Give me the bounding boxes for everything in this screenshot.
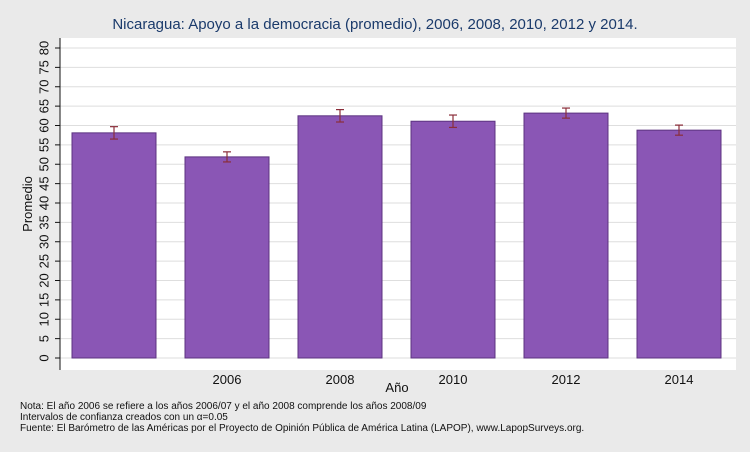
plot-area xyxy=(60,38,736,370)
grid-lines xyxy=(60,47,736,359)
chart-title: Nicaragua: Apoyo a la democracia (promed… xyxy=(112,16,637,33)
bar xyxy=(297,115,383,359)
y-tick-label: 50 xyxy=(37,157,52,171)
y-tick-label: 45 xyxy=(37,176,52,190)
y-tick-label: 60 xyxy=(37,118,52,132)
y-tick-label: 10 xyxy=(37,312,52,326)
x-axis-label: Año xyxy=(385,380,408,395)
y-tick-label: 25 xyxy=(37,254,52,268)
x-axis: 2006 2008 2010 2012 2014 xyxy=(213,372,694,387)
error-bar xyxy=(110,126,118,140)
error-bar xyxy=(562,107,570,119)
y-tick-label: 15 xyxy=(37,293,52,307)
x-tick-label: 2010 xyxy=(439,372,468,387)
y-tick-label: 40 xyxy=(37,196,52,210)
error-bars xyxy=(110,107,683,163)
note-line-2: Intervalos de confianza creados con un α… xyxy=(20,412,228,423)
x-tick-label: 2012 xyxy=(552,372,581,387)
error-bar xyxy=(336,109,344,123)
error-bar xyxy=(675,124,683,136)
bars xyxy=(71,112,722,359)
y-tick-label: 5 xyxy=(37,335,52,342)
x-tick-label: 2008 xyxy=(326,372,355,387)
bar xyxy=(71,132,157,359)
error-bar xyxy=(223,151,231,163)
x-tick-label: 2006 xyxy=(213,372,242,387)
y-tick-label: 55 xyxy=(37,138,52,152)
y-tick-label: 70 xyxy=(37,80,52,94)
y-tick-label: 65 xyxy=(37,99,52,113)
bar xyxy=(523,112,609,359)
y-tick-label: 35 xyxy=(37,215,52,229)
y-tick-label: 80 xyxy=(37,41,52,55)
y-tick-label: 0 xyxy=(37,354,52,361)
y-tick-label: 75 xyxy=(37,60,52,74)
x-tick-label: 2014 xyxy=(665,372,694,387)
error-bar xyxy=(449,114,457,129)
bar xyxy=(184,156,270,359)
y-tick-label: 20 xyxy=(37,273,52,287)
note-line-1: Nota: El año 2006 se refiere a los años … xyxy=(20,401,427,412)
bar xyxy=(410,120,496,359)
y-tick-label: 30 xyxy=(37,235,52,249)
y-axis-label: Promedio xyxy=(20,176,35,232)
y-axis: 0 5 10 15 20 25 30 35 40 45 50 55 60 65 70 75 80 xyxy=(37,38,61,370)
note-line-3: Fuente: El Barómetro de las Américas por… xyxy=(20,423,584,434)
bar xyxy=(636,129,722,359)
